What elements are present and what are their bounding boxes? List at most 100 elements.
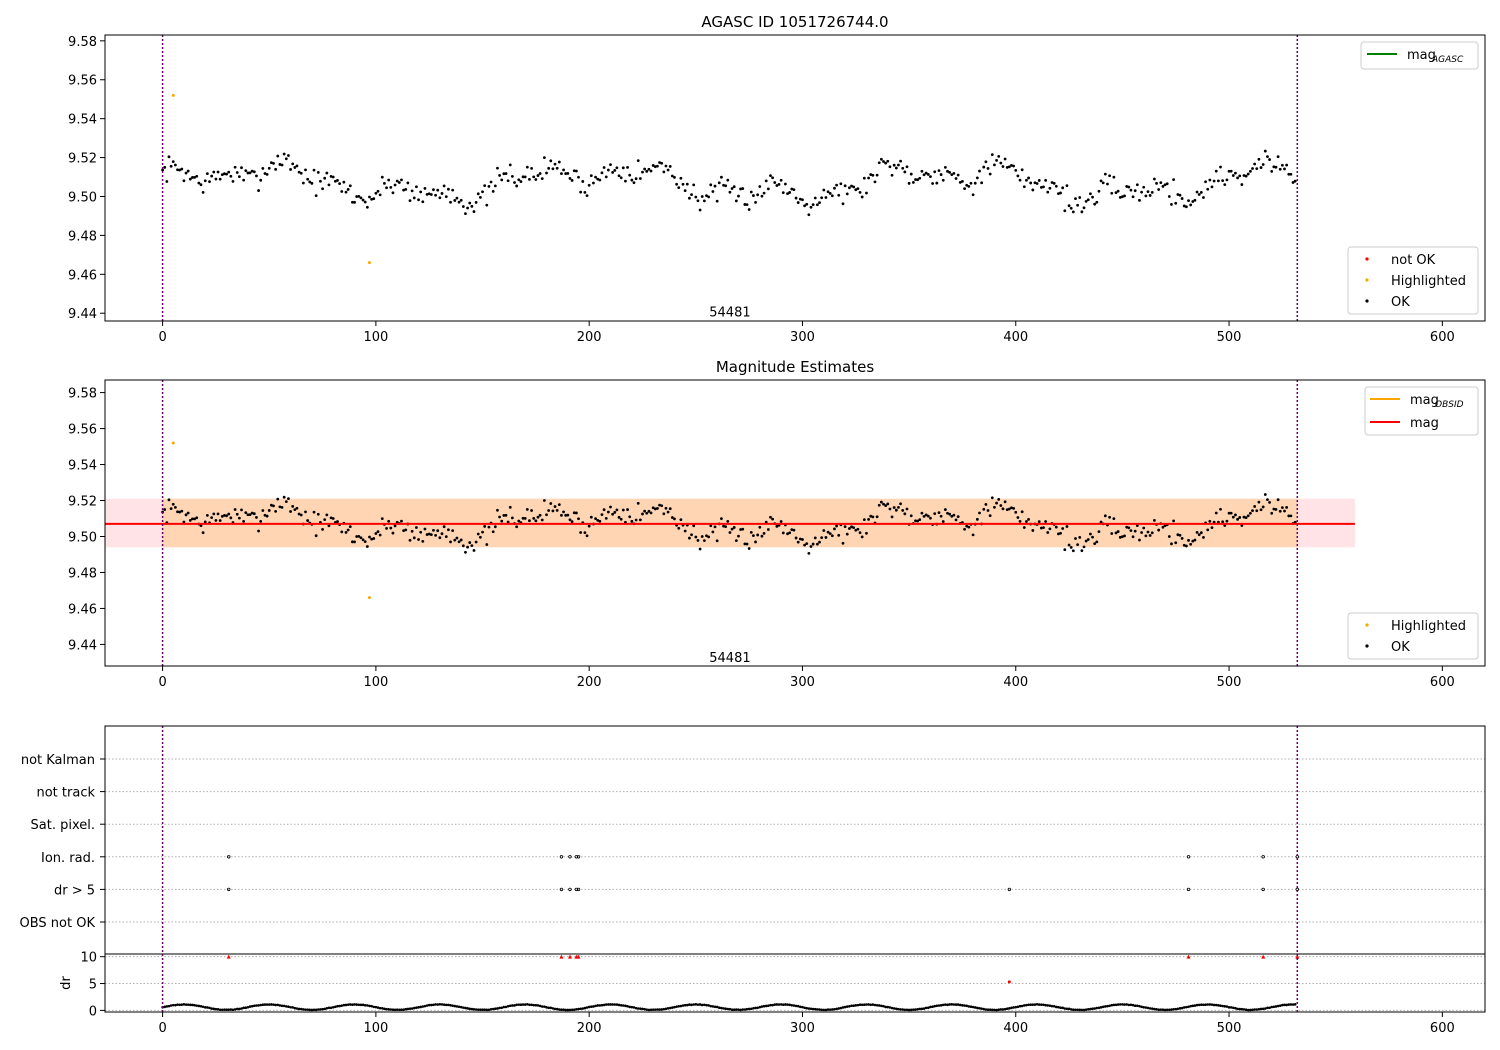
- ok-point: [1259, 508, 1263, 512]
- ok-point: [1131, 535, 1135, 539]
- ok-point: [713, 525, 717, 529]
- ok-point: [225, 172, 228, 176]
- ok-point: [203, 520, 207, 524]
- ok-point: [1095, 540, 1099, 544]
- dr-point: [624, 1004, 627, 1008]
- ok-point: [419, 190, 423, 194]
- dr-point: [235, 1007, 239, 1011]
- ok-point: [331, 175, 335, 179]
- ok-point: [980, 181, 984, 185]
- dr-point: [206, 1006, 209, 1009]
- dr-point: [274, 1003, 277, 1007]
- ok-point: [1268, 158, 1271, 161]
- ok-point: [276, 497, 280, 501]
- ok-point: [449, 200, 452, 204]
- dr-point: [967, 1005, 971, 1008]
- ok-point: [504, 172, 508, 175]
- dr-point: [543, 1005, 546, 1008]
- ok-point: [574, 169, 578, 173]
- ok-point: [897, 505, 900, 509]
- ok-point: [929, 175, 932, 179]
- ok-point: [1129, 529, 1133, 533]
- dr-point: [988, 1008, 992, 1011]
- dr-point: [1025, 1003, 1028, 1007]
- dr-point: [978, 1006, 981, 1010]
- dr-point: [562, 1008, 565, 1011]
- dr-point: [306, 1008, 309, 1011]
- dr-point: [1140, 1005, 1143, 1009]
- ok-point: [1184, 544, 1188, 548]
- dr-point: [726, 1007, 730, 1011]
- dr-point: [745, 1007, 749, 1011]
- ok-point: [585, 534, 589, 538]
- ok-point: [758, 525, 762, 529]
- ok-point: [668, 165, 672, 168]
- ok-point: [1003, 500, 1007, 504]
- ok-point: [1199, 190, 1203, 194]
- dr-point: [340, 1004, 344, 1007]
- ok-point: [1204, 180, 1207, 184]
- ok-point: [702, 199, 706, 203]
- ok-point: [879, 500, 883, 504]
- dr-point: [1031, 1003, 1035, 1006]
- ok-point: [918, 176, 922, 180]
- dr-point: [865, 1003, 868, 1006]
- ok-point: [1146, 530, 1150, 534]
- ok-point: [732, 185, 736, 189]
- ok-point: [391, 191, 395, 195]
- ok-point: [233, 165, 237, 169]
- ok-point: [323, 176, 327, 180]
- dr-point: [1020, 1004, 1024, 1008]
- ok-point: [1227, 511, 1231, 515]
- ok-point: [830, 194, 834, 198]
- ok-point: [847, 527, 851, 530]
- ok-point: [818, 201, 821, 205]
- ok-point: [651, 164, 655, 167]
- dr-point: [174, 1003, 177, 1007]
- ok-point: [854, 188, 858, 192]
- ok-point: [425, 192, 429, 196]
- dr-point: [583, 1006, 587, 1010]
- ok-point: [351, 540, 354, 544]
- ok-point: [771, 176, 775, 180]
- dr-point: [404, 1007, 408, 1011]
- ok-point: [941, 178, 945, 182]
- dr-point: [831, 1008, 834, 1011]
- ok-point: [214, 518, 218, 522]
- dr-point: [826, 1008, 830, 1011]
- ok-point: [899, 159, 902, 163]
- dr-point: [619, 1004, 623, 1007]
- ok-point: [722, 524, 725, 528]
- ok-point: [434, 193, 438, 197]
- dr-point: [472, 1008, 476, 1011]
- ok-point: [713, 184, 717, 188]
- dr-point: [267, 1003, 271, 1006]
- dr-point: [1287, 1003, 1291, 1006]
- ok-point: [1031, 188, 1035, 192]
- ok-point: [361, 198, 365, 202]
- dr-point: [246, 1005, 250, 1009]
- ok-point: [404, 187, 408, 191]
- ok-point: [225, 514, 228, 518]
- panel-magnitude-y-axis: 9.449.469.489.509.529.549.569.58: [68, 387, 105, 653]
- ok-point: [604, 175, 608, 179]
- dr-point: [799, 1005, 802, 1009]
- ok-point: [775, 184, 779, 187]
- ok-point: [694, 535, 698, 539]
- ok-point: [1142, 185, 1146, 189]
- ok-point: [291, 162, 295, 166]
- ok-point: [321, 527, 324, 531]
- panel-magnitude-x-axis: 0 100 200 300 400 500 600: [158, 666, 1455, 690]
- ok-point: [673, 517, 676, 521]
- ok-point: [173, 163, 177, 167]
- dr-point: [880, 1004, 883, 1008]
- dr-point: [1033, 1003, 1037, 1006]
- ok-point: [1065, 184, 1069, 188]
- ok-point: [508, 505, 512, 509]
- dr-point: [1012, 1006, 1015, 1009]
- ok-point: [579, 190, 583, 194]
- dr-point: [1208, 1003, 1212, 1006]
- dr-point: [1078, 1008, 1082, 1012]
- ok-point: [429, 193, 433, 196]
- ok-point: [312, 510, 316, 514]
